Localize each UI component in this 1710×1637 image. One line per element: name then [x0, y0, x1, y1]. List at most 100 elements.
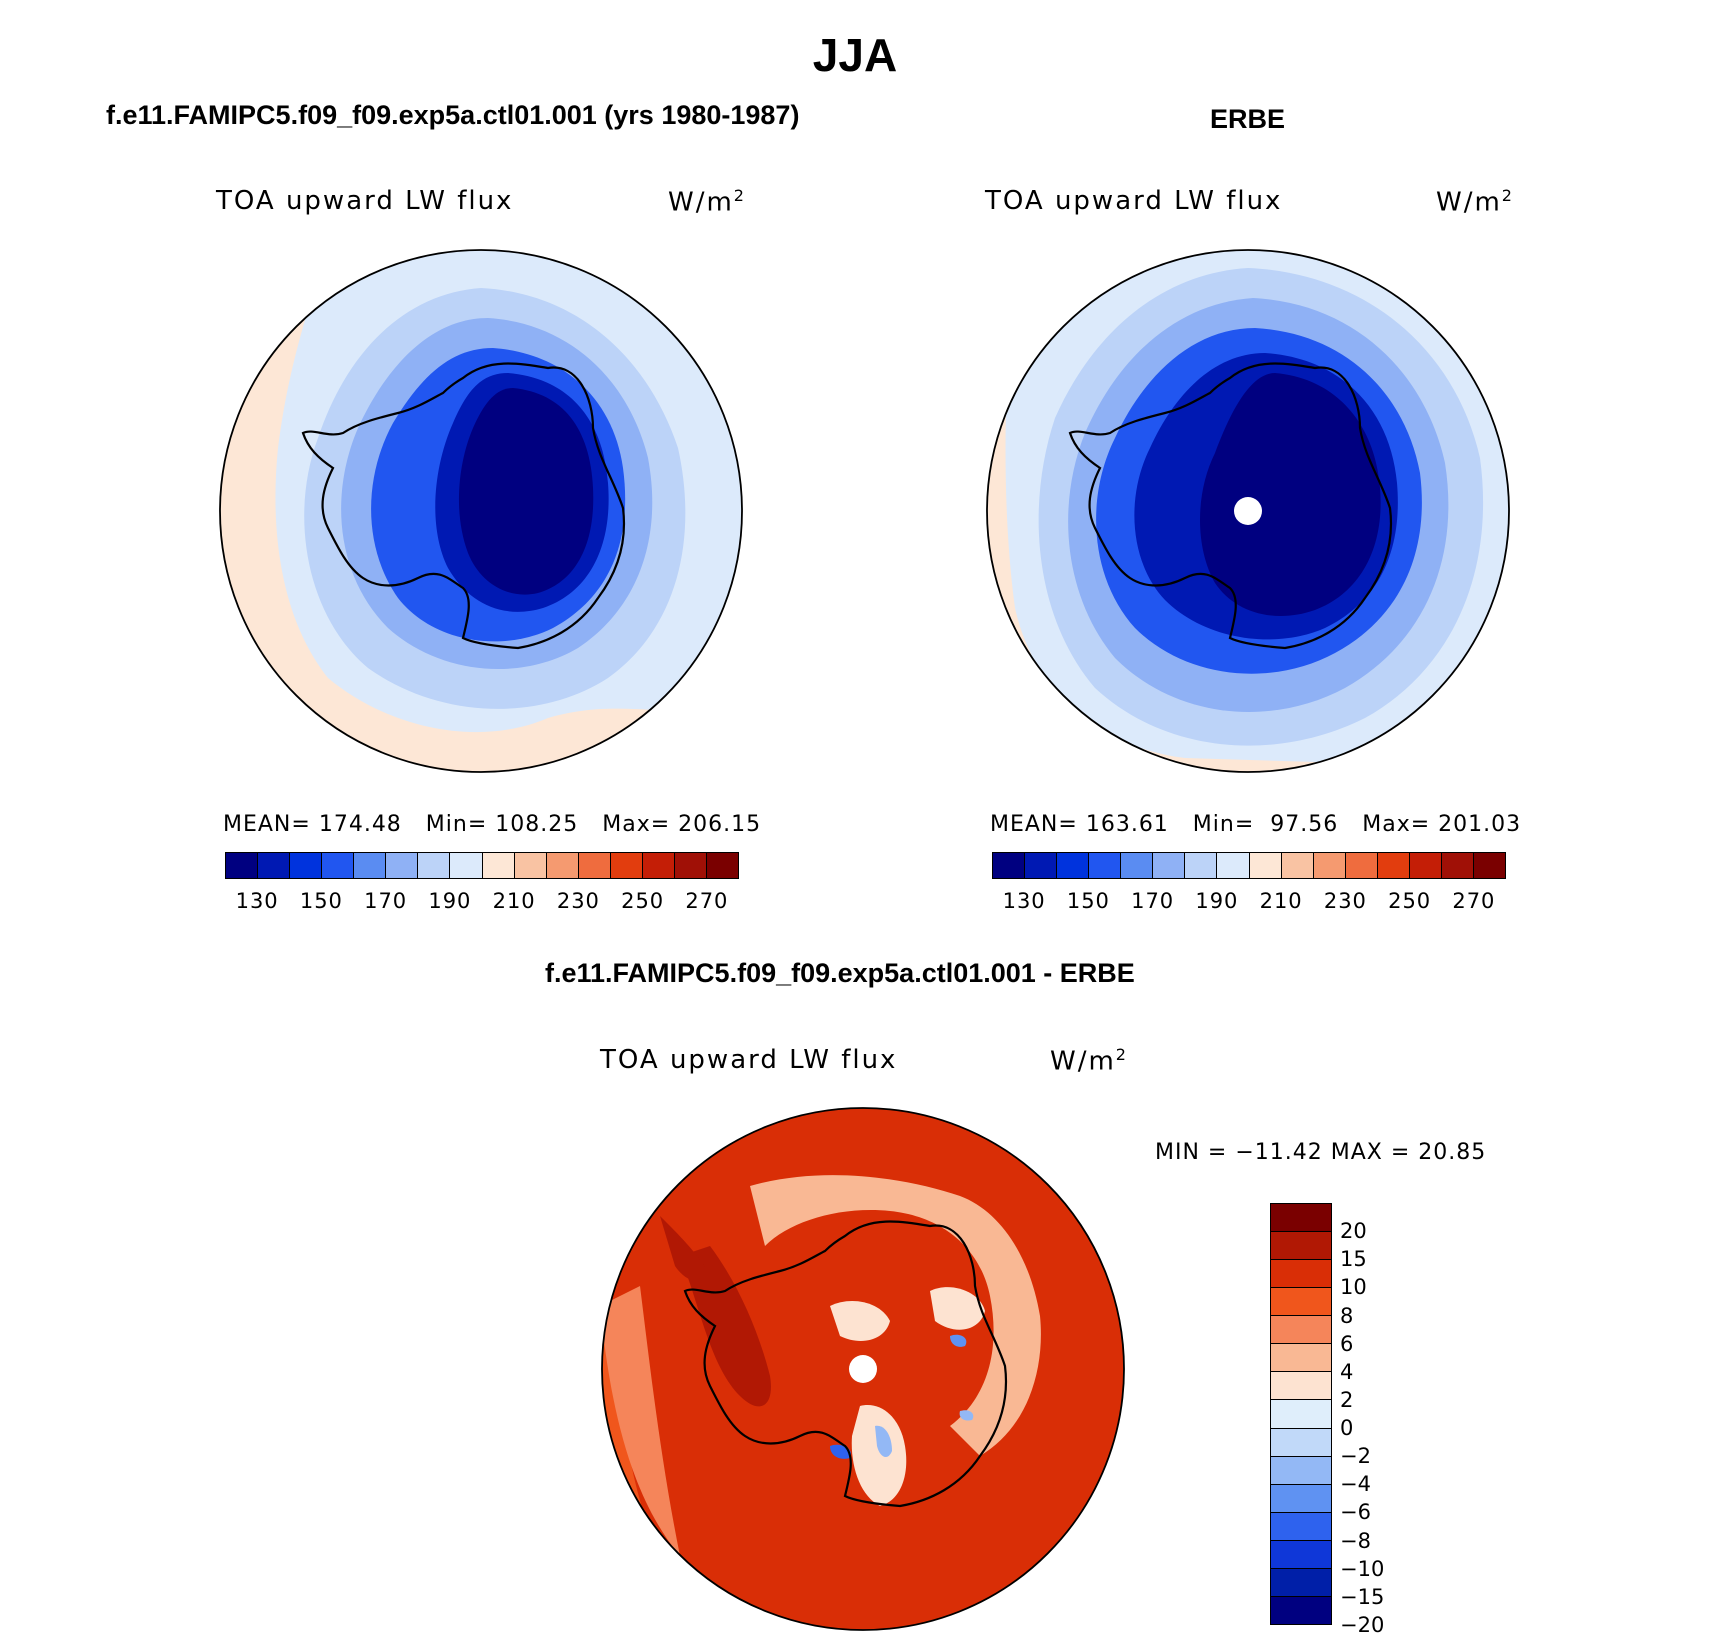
colorbar-swatch [1271, 1204, 1331, 1233]
colorbar-swatch [450, 853, 483, 878]
colorbar-swatch [1271, 1344, 1331, 1373]
colorbar-swatch [1409, 853, 1442, 878]
colorbar-swatch [258, 853, 291, 878]
colorbar-swatch [1057, 853, 1090, 878]
diff-units-label: W/m2 [1050, 1045, 1128, 1077]
diff-ring-light [750, 1175, 1041, 1456]
colorbar-swatch [1025, 853, 1058, 878]
colorbar-swatch [1153, 853, 1186, 878]
colorbar-swatch [546, 853, 579, 878]
obs-colorbar-ticks: 130 150 170 190 210 230 250 270 [992, 889, 1506, 913]
colorbar-swatch [386, 853, 419, 878]
diff-colorbar [1270, 1203, 1332, 1625]
colorbar-swatch [1271, 1540, 1331, 1569]
obs-colorbar [992, 852, 1506, 879]
colorbar-tick-label: 210 [1259, 889, 1303, 913]
obs-polar-map [986, 249, 1510, 773]
diff-antarctica-coastline [683, 1220, 1008, 1508]
diff-dark-west-2 [660, 1216, 710, 1282]
colorbar-swatch [1473, 853, 1505, 878]
obs-contour-min [1200, 373, 1381, 617]
colorbar-tick-label: 150 [299, 889, 343, 913]
colorbar-tick-label: 170 [364, 889, 408, 913]
model-antarctica-coastline [301, 362, 626, 650]
colorbar-swatch [1271, 1512, 1331, 1541]
colorbar-swatch [482, 853, 515, 878]
colorbar-swatch [418, 853, 451, 878]
model-units-label: W/m2 [668, 186, 746, 218]
colorbar-swatch [610, 853, 643, 878]
colorbar-tick-label: 250 [1388, 889, 1432, 913]
diff-variable-label: TOA upward LW flux [600, 1045, 898, 1075]
diff-polar-map [601, 1107, 1125, 1631]
colorbar-swatch [1271, 1288, 1331, 1317]
diff-pole-hole [849, 1355, 877, 1383]
colorbar-swatch [1089, 853, 1122, 878]
model-colorbar-ticks: 130 150 170 190 210 230 250 270 [225, 889, 739, 913]
colorbar-tick-label: 2 [1340, 1387, 1354, 1412]
colorbar-swatch [322, 853, 355, 878]
diff-range-text: MIN = −11.42 MAX = 20.85 [1155, 1140, 1487, 1165]
diff-colorbar-ticks: 20 15 10 8 6 4 2 0 −2 −4 −6 −8 −10 −15 −20 [1340, 1203, 1430, 1637]
diff-panel-title: f.e11.FAMIPC5.f09_f09.exp5a.ctl01.001 - … [545, 958, 1135, 988]
colorbar-tick-label: 210 [492, 889, 536, 913]
obs-variable-label: TOA upward LW flux [985, 186, 1283, 216]
colorbar-swatch [1271, 1484, 1331, 1513]
colorbar-swatch [1271, 1260, 1331, 1289]
colorbar-tick-label: 190 [1195, 889, 1239, 913]
diff-negative-3 [959, 1410, 974, 1421]
diff-outer-band-2 [602, 1286, 680, 1556]
colorbar-swatch [1377, 853, 1410, 878]
colorbar-tick-label: 230 [556, 889, 600, 913]
colorbar-swatch [706, 853, 738, 878]
model-polar-map [219, 249, 743, 773]
model-map-boundary [219, 249, 743, 773]
colorbar-swatch [1345, 853, 1378, 878]
colorbar-tick-label: 20 [1340, 1219, 1367, 1244]
colorbar-tick-label: 230 [1323, 889, 1367, 913]
model-variable-label: TOA upward LW flux [216, 186, 514, 216]
colorbar-tick-label: 250 [621, 889, 665, 913]
colorbar-swatch [642, 853, 675, 878]
colorbar-swatch [578, 853, 611, 878]
colorbar-tick-label: 4 [1340, 1359, 1354, 1384]
diff-negative-2 [950, 1334, 967, 1347]
colorbar-tick-label: −8 [1340, 1528, 1371, 1553]
colorbar-swatch [290, 853, 323, 878]
diff-dark-west [680, 1246, 771, 1407]
colorbar-swatch [1271, 1428, 1331, 1457]
colorbar-tick-label: 8 [1340, 1303, 1354, 1328]
colorbar-tick-label: −15 [1340, 1584, 1385, 1609]
colorbar-tick-label: 10 [1340, 1275, 1367, 1300]
colorbar-swatch [1271, 1400, 1331, 1429]
colorbar-tick-label: −6 [1340, 1500, 1371, 1525]
diff-near-zero-2 [930, 1287, 985, 1330]
colorbar-swatch [1271, 1568, 1331, 1597]
diff-negative-1 [875, 1425, 892, 1458]
obs-stats: MEAN= 163.61 Min= 97.56 Max= 201.03 [990, 812, 1522, 837]
model-contour-min [458, 388, 594, 595]
colorbar-tick-label: 130 [235, 889, 279, 913]
colorbar-swatch [226, 853, 259, 878]
model-panel-title: f.e11.FAMIPC5.f09_f09.exp5a.ctl01.001 (y… [106, 100, 800, 130]
colorbar-tick-label: −4 [1340, 1472, 1371, 1497]
colorbar-swatch [1271, 1316, 1331, 1345]
colorbar-swatch [993, 853, 1026, 878]
colorbar-swatch [1185, 853, 1218, 878]
colorbar-tick-label: 270 [1452, 889, 1496, 913]
colorbar-swatch [1217, 853, 1250, 878]
colorbar-swatch [1121, 853, 1154, 878]
colorbar-swatch [1271, 1372, 1331, 1401]
obs-pole-hole [1234, 497, 1262, 525]
colorbar-tick-label: −2 [1340, 1444, 1371, 1469]
obs-units-label: W/m2 [1436, 186, 1514, 218]
diff-near-zero-3 [851, 1405, 907, 1506]
colorbar-swatch [1441, 853, 1474, 878]
colorbar-swatch [1271, 1596, 1331, 1624]
colorbar-tick-label: 15 [1340, 1247, 1367, 1272]
obs-panel-title: ERBE [1210, 104, 1286, 134]
colorbar-tick-label: 170 [1131, 889, 1175, 913]
model-colorbar [225, 852, 739, 879]
obs-map-boundary [986, 249, 1510, 773]
diff-near-zero-1 [830, 1301, 890, 1341]
